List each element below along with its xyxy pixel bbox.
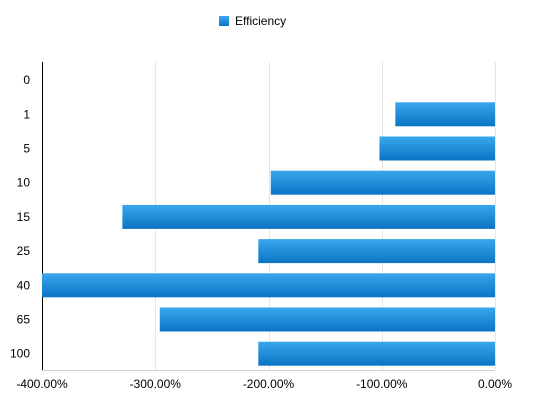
- x-tick-label-4: 0.00%: [478, 377, 512, 391]
- x-tick-label-0: -400.00%: [16, 377, 68, 391]
- legend-label: Efficiency: [235, 14, 286, 28]
- bar-10[interactable]: [270, 170, 495, 195]
- bars: [42, 102, 495, 366]
- x-tick-label-3: -100.00%: [356, 377, 408, 391]
- x-tick-labels: -400.00% -300.00% -200.00% -100.00% 0.00%: [16, 377, 512, 391]
- category-label-25: 25: [17, 244, 31, 258]
- bar-100[interactable]: [258, 341, 495, 366]
- category-label-100: 100: [10, 347, 30, 361]
- category-label-0: 0: [23, 73, 30, 87]
- bar-65[interactable]: [159, 307, 495, 332]
- bar-15[interactable]: [122, 204, 495, 229]
- bar-40[interactable]: [42, 273, 495, 298]
- legend-swatch: [219, 16, 229, 26]
- category-label-1: 1: [23, 107, 30, 121]
- x-tick-label-1: -300.00%: [130, 377, 182, 391]
- legend[interactable]: Efficiency: [219, 14, 286, 28]
- category-label-5: 5: [23, 142, 30, 156]
- category-label-10: 10: [17, 176, 31, 190]
- category-label-15: 15: [17, 210, 31, 224]
- bar-1[interactable]: [395, 102, 495, 127]
- category-label-40: 40: [17, 278, 31, 292]
- bar-5[interactable]: [379, 136, 495, 161]
- x-tick-label-2: -200.00%: [243, 377, 295, 391]
- bar-25[interactable]: [258, 239, 495, 264]
- axes: [42, 62, 495, 371]
- category-label-65: 65: [17, 313, 31, 327]
